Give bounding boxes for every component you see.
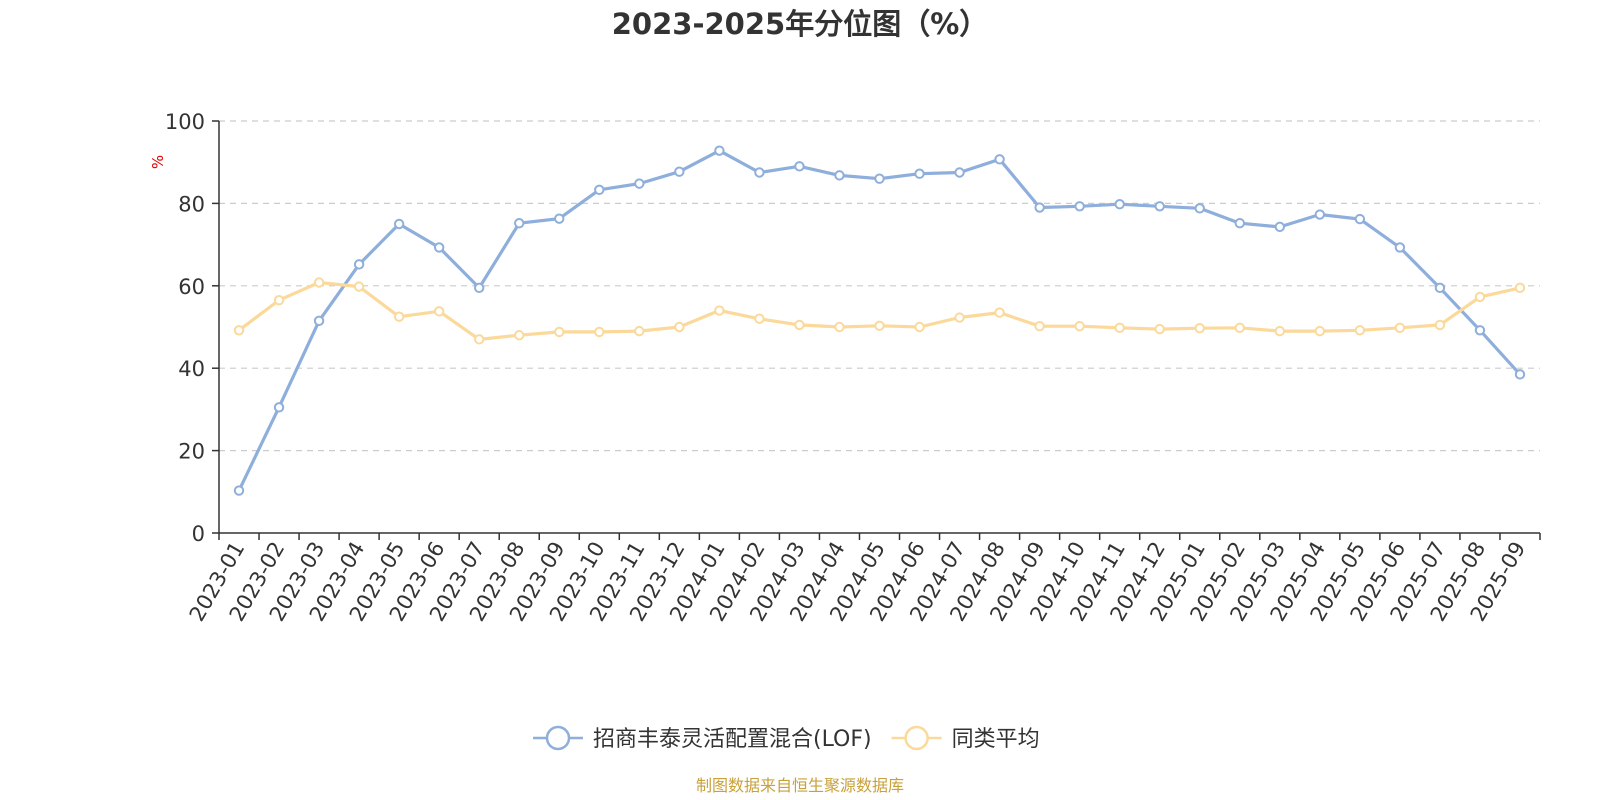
data-point [634, 325, 645, 337]
data-point [674, 166, 685, 177]
data-point [714, 145, 725, 156]
data-point [1194, 323, 1205, 334]
data-point [754, 313, 765, 324]
data-point [1074, 201, 1085, 212]
data-point [273, 402, 285, 413]
y-axis-unit: % [149, 155, 167, 169]
data-point [1114, 199, 1125, 210]
data-point [1314, 209, 1326, 220]
data-point [1114, 322, 1125, 334]
legend-marker [904, 725, 929, 751]
data-point [794, 319, 805, 331]
legend-item-0[interactable]: 招商丰泰灵活配置混合(LOF) [533, 725, 872, 752]
data-point [1434, 319, 1446, 331]
data-point [233, 325, 245, 336]
y-tick-label: 0 [192, 522, 205, 546]
data-point [1514, 282, 1526, 294]
data-point [433, 306, 445, 317]
data-point [634, 178, 645, 189]
legend-label: 招商丰泰灵活配置混合(LOF) [593, 727, 872, 752]
data-point [1354, 325, 1366, 336]
data-point [433, 242, 445, 253]
data-point [834, 170, 845, 181]
chart-title: 2023-2025年分位图（%） [612, 7, 989, 41]
data-point [674, 321, 685, 333]
data-point [1474, 291, 1486, 303]
data-point [473, 334, 485, 345]
data-point [1354, 213, 1366, 225]
data-point [834, 321, 845, 333]
series-lines [233, 145, 1526, 496]
y-axis-ticks: 0 20 40 60 80 100 [165, 110, 219, 546]
data-point [594, 184, 605, 196]
data-point [914, 168, 925, 179]
data-point [1234, 322, 1245, 334]
legend-label: 同类平均 [952, 727, 1040, 752]
data-point [514, 330, 525, 341]
data-point [313, 277, 325, 288]
data-point [874, 320, 885, 331]
data-point [714, 305, 725, 316]
data-point [754, 167, 765, 178]
data-point [1194, 203, 1205, 214]
series-0 [233, 145, 1526, 496]
data-point [1154, 201, 1165, 212]
data-point [1474, 325, 1486, 336]
y-tick-label: 100 [165, 110, 205, 134]
data-point [233, 485, 245, 496]
data-point [1394, 322, 1406, 334]
data-point [1234, 217, 1245, 229]
legend-item-1[interactable]: 同类平均 [891, 725, 1040, 752]
data-point [313, 315, 325, 327]
data-point [594, 326, 605, 338]
data-point [914, 321, 925, 333]
data-point [1154, 323, 1165, 335]
data-point [994, 154, 1005, 165]
data-point [794, 161, 805, 172]
y-tick-label: 20 [178, 440, 205, 464]
x-axis-ticks: 2023-012023-022023-032023-042023-052023-… [185, 533, 1541, 625]
series-1 [233, 277, 1526, 345]
data-point [954, 312, 965, 323]
data-point [1274, 325, 1286, 337]
data-point [554, 213, 565, 224]
data-point [1074, 320, 1085, 332]
y-tick-label: 60 [178, 275, 205, 299]
data-point [954, 167, 965, 178]
data-point [1034, 320, 1045, 332]
source-note: 制图数据来自恒生聚源数据库 [696, 776, 904, 795]
grid-lines [219, 120, 1540, 452]
data-point [1034, 202, 1045, 213]
data-point [393, 218, 405, 230]
y-tick-label: 40 [178, 357, 205, 381]
y-tick-label: 80 [178, 192, 205, 216]
legend: 招商丰泰灵活配置混合(LOF) 同类平均 [533, 725, 1040, 752]
data-point [1434, 282, 1446, 294]
data-point [353, 259, 365, 270]
axes [218, 121, 1540, 534]
data-point [874, 173, 885, 184]
data-point [1514, 369, 1526, 380]
data-point [393, 311, 405, 322]
data-point [1274, 221, 1286, 233]
data-point [1394, 242, 1406, 253]
data-point [1314, 325, 1326, 337]
data-point [273, 295, 285, 306]
data-point [994, 307, 1005, 318]
data-point [514, 217, 525, 229]
data-point [554, 326, 565, 338]
data-point [473, 282, 485, 294]
data-point [353, 281, 365, 292]
legend-marker [545, 725, 571, 751]
